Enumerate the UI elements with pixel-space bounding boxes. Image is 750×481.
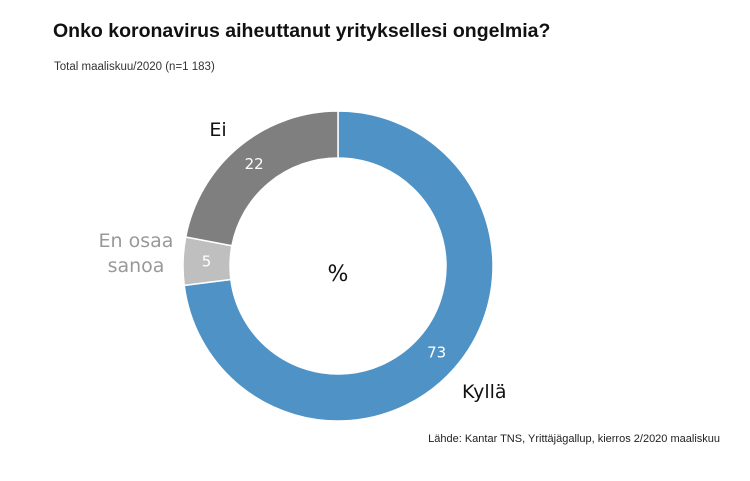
slice-value-label-2: 22 [245,155,264,173]
chart-subtitle: Total maaliskuu/2020 (n=1 183) [54,61,215,73]
chart-source: Lähde: Kantar TNS, Yrittäjägallup, kierr… [428,433,720,445]
donut-slices [182,110,494,422]
slice-value-label-1: 5 [202,252,212,270]
donut-slice-2 [184,110,339,247]
donut-center-label: % [328,262,349,287]
slice-category-label-1: En osaa sanoa [99,230,174,277]
slice-value-label-0: 73 [427,343,446,361]
donut-labels: 73 Kyllä 5 En osaa sanoa 22 Ei [99,119,507,403]
donut-slice-0 [183,110,494,422]
slice-category-label-2: Ei [209,119,226,141]
chart-title: Onko koronavirus aiheuttanut yritykselle… [53,20,551,42]
slice-category-label-0: Kyllä [462,381,507,403]
